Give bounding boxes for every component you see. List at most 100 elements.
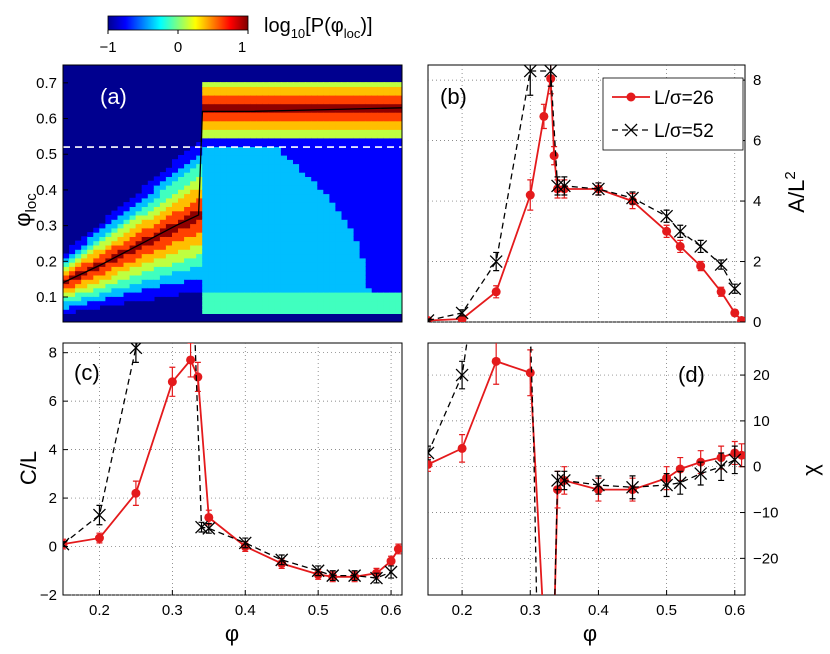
heatmap-cell (232, 232, 240, 237)
heatmap-cell (172, 283, 179, 289)
heatmap-cell (299, 300, 306, 306)
heatmap-cell (99, 296, 106, 302)
heatmap-cell (232, 257, 240, 263)
y-tick-label: 2 (49, 490, 57, 507)
heatmap-cell (305, 142, 312, 147)
heatmap-cell (287, 253, 294, 259)
heatmap-cell (202, 176, 209, 182)
heatmap-cell (141, 236, 149, 242)
heatmap-cell (147, 180, 155, 186)
heatmap-cell (280, 133, 288, 139)
heatmap-cell (153, 184, 161, 190)
heatmap-cell (268, 133, 276, 139)
heatmap-cell (280, 142, 288, 147)
heatmap-cell (329, 137, 337, 143)
heatmap-cell (208, 257, 215, 263)
heatmap-cell (353, 232, 361, 237)
heatmap-cell (244, 137, 252, 143)
heatmap-cell (256, 163, 264, 169)
data-point (491, 287, 501, 297)
heatmap-cell (383, 116, 391, 122)
heatmap-cell (202, 172, 209, 177)
heatmap-cell (135, 266, 143, 272)
heatmap-cell (371, 270, 379, 276)
heatmap-cell (287, 210, 294, 216)
heatmap-cell (329, 202, 337, 207)
heatmap-cell (323, 155, 330, 160)
heatmap-cell (147, 232, 155, 237)
heatmap-cell (317, 197, 324, 203)
heatmap-cell (371, 296, 379, 302)
heatmap-cell (371, 133, 379, 139)
heatmap-cell (238, 129, 246, 135)
heatmap-cell (323, 189, 330, 195)
heatmap-cell (365, 180, 373, 186)
heatmap-cell (347, 287, 355, 293)
heatmap-cell (184, 155, 191, 160)
heatmap-cell (287, 300, 294, 306)
heatmap-cell (220, 180, 228, 186)
heatmap-cell (347, 120, 355, 126)
heatmap-cell (377, 236, 385, 242)
heatmap-cell (226, 287, 234, 293)
heatmap-cell (395, 116, 402, 122)
heatmap-cell (347, 133, 355, 139)
heatmap-cell (371, 82, 379, 87)
heatmap-cell (262, 309, 270, 314)
heatmap-cell (147, 206, 155, 212)
heatmap-cell (250, 137, 258, 143)
heatmap-cell (359, 116, 367, 122)
heatmap-cell (317, 95, 324, 100)
heatmap-cell (105, 223, 113, 229)
heatmap-cell (208, 163, 215, 169)
heatmap-cell (220, 150, 228, 156)
heatmap-cell (353, 206, 361, 212)
heatmap-cell (395, 223, 402, 229)
heatmap-cell (81, 304, 88, 310)
heatmap-cell (287, 249, 294, 255)
heatmap-cell (93, 227, 100, 233)
heatmap-cell (238, 193, 246, 199)
data-point (551, 179, 564, 193)
heatmap-cell (244, 227, 252, 233)
heatmap-cell (317, 249, 324, 255)
heatmap-cell (323, 283, 330, 289)
heatmap-cell (172, 214, 179, 220)
heatmap-cell (311, 167, 318, 173)
heatmap-cell (262, 274, 270, 280)
heatmap-cell (208, 167, 215, 173)
heatmap-cell (256, 232, 264, 237)
heatmap-cell (226, 296, 234, 302)
heatmap-cell (274, 176, 282, 182)
heatmap-cell (117, 244, 125, 250)
heatmap-cell (111, 210, 119, 216)
heatmap-cell (371, 189, 379, 195)
heatmap-cell (274, 120, 282, 126)
heatmap-cell (250, 120, 258, 126)
heatmap-cell (256, 223, 264, 229)
heatmap-cell (377, 133, 385, 139)
heatmap-cell (226, 283, 234, 289)
heatmap-cell (129, 274, 137, 280)
heatmap-cell (359, 304, 367, 310)
heatmap-cell (317, 142, 324, 147)
heatmap-cell (383, 262, 391, 267)
heatmap-cell (395, 155, 402, 160)
heatmap-cell (232, 184, 240, 190)
heatmap-cell (214, 304, 221, 310)
heatmap-cell (311, 292, 318, 297)
data-point (370, 571, 383, 585)
heatmap-cell (371, 304, 379, 310)
heatmap-cell (377, 214, 385, 220)
heatmap-cell (268, 206, 276, 212)
heatmap-cell (172, 266, 179, 272)
heatmap-cell (287, 112, 294, 117)
heatmap-cell (232, 219, 240, 225)
heatmap-cell (220, 206, 228, 212)
heatmap-cell (147, 262, 155, 267)
heatmap-cell (172, 240, 179, 246)
heatmap-cell (377, 270, 385, 276)
heatmap-cell (383, 232, 391, 237)
heatmap-cell (377, 202, 385, 207)
heatmap-cell (371, 240, 379, 246)
